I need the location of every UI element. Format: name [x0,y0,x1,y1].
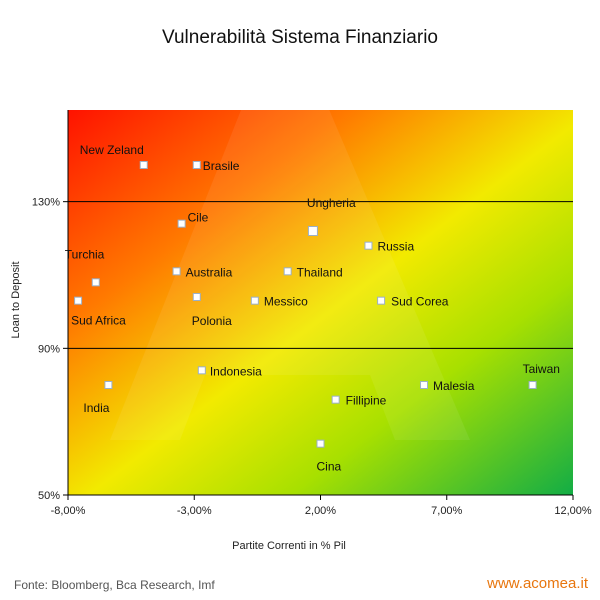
point-indonesia: Indonesia [197,364,262,378]
website-link[interactable]: www.acomea.it [487,575,588,592]
data-point-label: Ungheria [307,196,356,210]
data-point-label: Cina [317,460,342,474]
data-point-marker [331,395,340,404]
point-russia: Russia [364,240,414,254]
point-messico: Messico [250,295,308,309]
point-polonia: Polonia [192,293,232,328]
y-tick-label: 90% [38,343,60,355]
data-point-label: Malesia [433,379,475,393]
data-point-label: India [83,401,109,415]
data-point-marker [91,278,100,287]
data-point-marker [192,293,201,301]
point-new-zeland: New Zeland [80,143,148,169]
data-point-label: New Zeland [80,143,144,157]
data-point-marker [316,439,325,448]
point-cile: Cile [177,211,209,228]
point-india: India [83,381,113,415]
data-point-marker [307,226,318,236]
data-point-label: Russia [377,240,414,254]
data-point-label: Polonia [192,314,232,328]
y-axis-label: Loan to Deposit [10,261,22,338]
x-tick-label: -8,00% [51,505,86,517]
data-point-label: Brasile [203,159,240,173]
data-point-marker [139,161,148,169]
data-point-marker [172,267,181,276]
data-point-label: Indonesia [210,364,262,378]
data-point-marker [104,381,113,389]
data-point-marker [177,219,186,228]
point-sud-africa: Sud Africa [71,296,126,328]
data-point-marker [192,161,201,169]
x-tick-label: -3,00% [177,505,212,517]
point-taiwan: Taiwan [523,362,560,389]
y-tick-label: 130% [32,197,60,209]
data-point-marker [377,296,386,305]
data-point-label: Sud Corea [391,295,449,309]
x-tick-label: 7,00% [431,505,462,517]
x-tick-label: 2,00% [305,505,336,517]
data-point-label: Australia [186,265,233,279]
point-sud-corea: Sud Corea [377,295,449,309]
point-malesia: Malesia [420,379,475,393]
point-turchia: Turchia [65,247,105,287]
y-tick-label: 50% [38,490,60,502]
plot-background [68,110,573,495]
point-australia: Australia [172,265,233,279]
point-brasile: Brasile [192,159,240,173]
data-point-label: Sud Africa [71,314,126,328]
data-point-label: Thailand [297,265,343,279]
data-point-marker [528,381,537,389]
data-point-label: Fillipine [346,394,387,408]
data-point-label: Turchia [65,247,105,261]
point-fillipine: Fillipine [331,394,387,408]
data-point-label: Cile [188,211,209,225]
chart-title: Vulnerabilità Sistema Finanziario [162,27,438,48]
point-cina: Cina [316,439,342,474]
x-tick-label: 12,00% [554,505,592,517]
data-point-marker [250,296,259,305]
data-point-label: Taiwan [523,362,560,376]
data-point-marker [74,296,83,305]
data-point-marker [364,241,373,250]
data-point-marker [420,381,429,389]
x-axis-label: Partite Correnti in % Pil [232,540,346,552]
data-point-marker [197,366,206,375]
point-thailand: Thailand [283,265,343,279]
source-note: Fonte: Bloomberg, Bca Research, Imf [14,578,215,592]
point-ungheria: Ungheria [307,196,356,236]
data-point-label: Messico [264,295,308,309]
data-point-marker [283,267,292,276]
